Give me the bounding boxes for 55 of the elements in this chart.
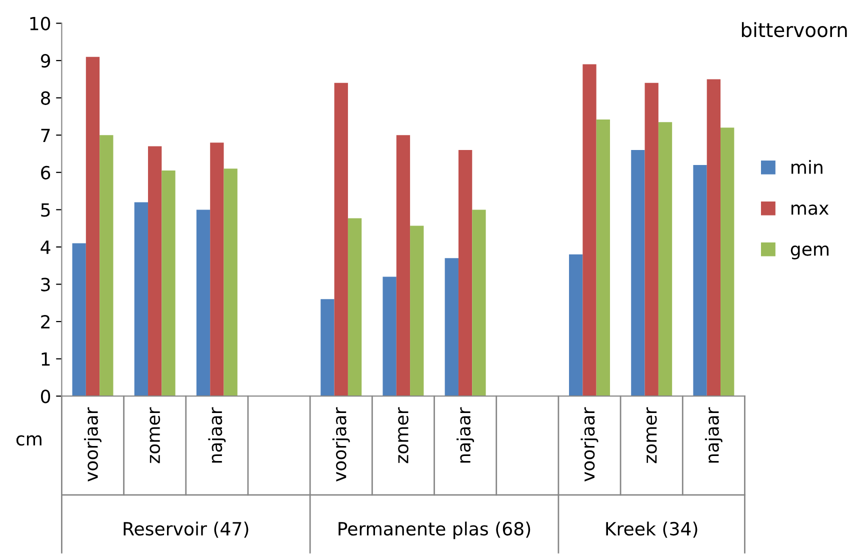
- bar: [348, 218, 362, 396]
- y-tick-label: 4: [40, 240, 50, 254]
- y-tick-label: 10: [30, 16, 50, 30]
- bar: [210, 142, 224, 396]
- bar: [396, 135, 410, 396]
- bar: [693, 164, 707, 396]
- y-tick-label: 2: [41, 315, 50, 328]
- y-tick-label: 3: [41, 278, 50, 292]
- bar: [569, 254, 583, 396]
- bar: [100, 135, 114, 396]
- x-tick-label: zomer: [398, 407, 408, 464]
- bar: [382, 276, 396, 396]
- bar: [444, 258, 458, 396]
- bar: [196, 210, 210, 396]
- x-tick-label: zomer: [646, 407, 657, 464]
- bar: [134, 202, 148, 396]
- bar: [458, 150, 472, 396]
- bar: [410, 226, 424, 396]
- text: bittervoorn: [742, 22, 847, 38]
- bar: [320, 299, 334, 396]
- bar: [148, 146, 162, 396]
- text: Reservoir (47): [124, 522, 248, 538]
- bar: [162, 170, 176, 396]
- legend-label: max: [792, 204, 829, 215]
- bar: [658, 122, 672, 396]
- legend-label: gem: [790, 246, 828, 260]
- legend-label: min: [792, 160, 822, 174]
- bar: [72, 243, 86, 396]
- y-axis-title: cm: [16, 435, 42, 446]
- text: Permanente plas (68): [338, 522, 530, 540]
- bar: [334, 82, 348, 396]
- bar: [644, 82, 658, 396]
- text: Kreek (34): [606, 522, 698, 538]
- y-tick-label: 5: [41, 203, 50, 217]
- x-tick-label: voorjaar: [332, 407, 350, 482]
- y-tick-label: 9: [40, 54, 50, 68]
- bar: [596, 119, 610, 396]
- bar: [706, 79, 721, 396]
- x-tick-label: najaar: [704, 407, 722, 463]
- x-tick-label: najaar: [208, 407, 226, 463]
- y-tick-label: 8: [41, 91, 50, 105]
- y-tick-label: 6: [41, 166, 50, 180]
- bar: [631, 150, 645, 396]
- bar: [582, 64, 596, 396]
- x-tick-label: zomer: [150, 407, 160, 464]
- bar: [472, 210, 486, 396]
- y-tick-label: 1: [42, 352, 50, 366]
- x-tick-label: voorjaar: [84, 407, 102, 482]
- x-tick-label: voorjaar: [580, 407, 598, 482]
- y-tick-label: 7: [41, 128, 50, 142]
- x-tick-label: najaar: [456, 407, 474, 463]
- bar: [86, 56, 100, 396]
- y-tick-label: 0: [40, 390, 50, 404]
- bar: [224, 168, 238, 396]
- bar: [720, 128, 734, 396]
